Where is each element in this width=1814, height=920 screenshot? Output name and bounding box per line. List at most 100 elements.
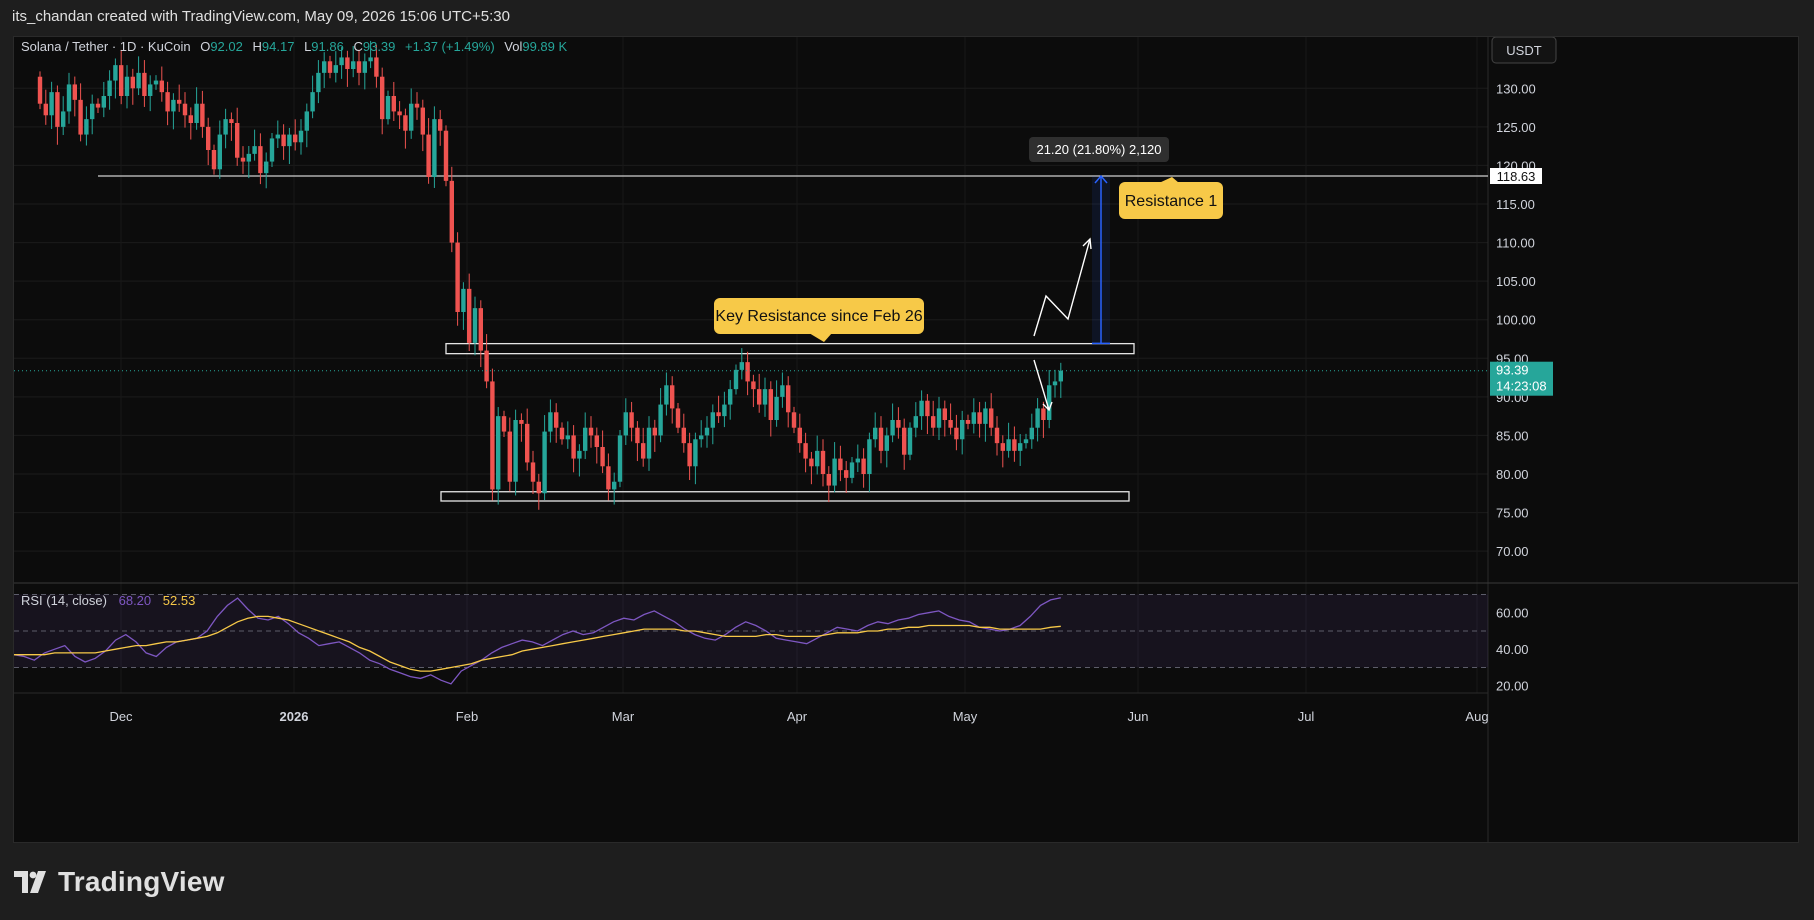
- current-price-tag-box: [1490, 361, 1553, 396]
- time-axis[interactable]: Dec 2026 Feb Mar Apr May Jun Jul Aug: [109, 709, 1488, 724]
- candle-body: [815, 450, 820, 467]
- candle-body: [240, 157, 246, 162]
- candle-body: [728, 389, 733, 405]
- current-price-tag[interactable]: 93.39 14:23:08: [1490, 361, 1553, 396]
- key-resistance-zone[interactable]: [445, 342, 1135, 355]
- bearish-arrow-head: [1042, 401, 1053, 412]
- resistance-1-callout[interactable]: Resistance 1: [1119, 177, 1223, 219]
- candle-body: [977, 412, 982, 424]
- candle-body: [246, 153, 251, 162]
- support-zone[interactable]: [440, 491, 1130, 502]
- candle-body: [281, 134, 286, 147]
- candle-body: [751, 381, 756, 390]
- candle-body: [681, 427, 686, 444]
- candle-body: [670, 385, 675, 409]
- price-tick-label: 125.00: [1496, 120, 1536, 135]
- candle-body: [159, 80, 164, 93]
- candle-body: [965, 420, 971, 424]
- candle-body: [298, 130, 304, 143]
- candle-body: [936, 408, 942, 428]
- candle-body: [762, 389, 768, 405]
- candle-body: [275, 134, 280, 139]
- candle-body: [182, 103, 188, 116]
- candle-body: [861, 458, 866, 474]
- tradingview-logo[interactable]: TradingView: [14, 866, 225, 898]
- time-tick-label: Aug: [1465, 709, 1488, 724]
- candle-body: [757, 389, 762, 405]
- price-axis[interactable]: 130.00125.00120.00115.00110.00105.00100.…: [1496, 81, 1536, 559]
- measure-arrow-head: [1094, 174, 1108, 184]
- price-range-measure[interactable]: 21.20 (21.80%) 2,120: [1029, 137, 1169, 345]
- candle-body: [820, 450, 826, 474]
- candle-body: [588, 427, 594, 436]
- chart-frame[interactable]: 130.00 125.00 120.00 115.00 110.00 105.00 100.…: [13, 36, 1799, 843]
- candle-body: [577, 450, 582, 459]
- candle-body: [525, 423, 530, 463]
- candle-body: [832, 458, 837, 486]
- candle-body: [722, 404, 727, 417]
- candle-body: [95, 103, 101, 108]
- candle-body: [478, 308, 483, 351]
- candle-body: [322, 61, 327, 73]
- resistance-level-tag[interactable]: 118.63: [1490, 167, 1542, 184]
- candle-body: [612, 481, 617, 490]
- time-tick-label: Mar: [612, 709, 635, 724]
- candle-body: [200, 103, 205, 127]
- key-resistance-callout-box: [714, 298, 924, 334]
- price-tick-label: 130.00: [1496, 81, 1536, 96]
- price-tick-label: 110.00: [1496, 236, 1535, 251]
- candle-body: [855, 458, 860, 463]
- candle-body: [78, 99, 83, 135]
- candle-body: [803, 443, 808, 459]
- candle-body: [809, 458, 814, 467]
- candle-body: [884, 435, 889, 451]
- candle-body: [600, 447, 605, 467]
- candle-body: [826, 474, 831, 486]
- candle-body: [838, 458, 843, 471]
- candle-body: [484, 350, 489, 382]
- grid-lines: [14, 37, 1488, 693]
- resistance-1-callout-pointer: [1159, 177, 1179, 183]
- bullish-projection-path[interactable]: [1033, 238, 1091, 337]
- candle-body: [211, 150, 217, 170]
- price-tick-label: 80.00: [1496, 467, 1529, 482]
- candle-body: [652, 427, 657, 436]
- candle-body: [565, 435, 570, 440]
- bearish-projection-path[interactable]: [1033, 359, 1050, 411]
- candle-body: [716, 412, 721, 417]
- chart-caption: its_chandan created with TradingView.com…: [12, 8, 510, 25]
- candle-body: [594, 435, 599, 447]
- candle-body: [362, 61, 367, 73]
- candle-body: [351, 61, 356, 69]
- measure-base: [1092, 342, 1110, 345]
- candle-body: [983, 408, 988, 424]
- candle-body: [942, 408, 947, 420]
- candle-body: [113, 65, 118, 81]
- candle-body: [733, 369, 739, 390]
- rsi-axis[interactable]: 60.00 40.00 20.00: [1496, 606, 1529, 694]
- candle-body: [1035, 408, 1040, 428]
- candle-body: [1029, 427, 1034, 440]
- candle-body: [925, 400, 930, 417]
- candle-body: [954, 427, 959, 440]
- candle-body: [455, 242, 460, 312]
- candlestick-series: [37, 40, 1063, 510]
- candle-body: [438, 119, 443, 131]
- price-tick-label: 70.00: [1496, 544, 1529, 559]
- candle-body: [84, 119, 89, 135]
- candle-body: [310, 92, 315, 112]
- rsi-legend[interactable]: RSI (14, close) 68.20 52.53: [21, 593, 195, 608]
- candle-body: [1018, 443, 1023, 451]
- price-chart[interactable]: 130.00125.00120.00115.00110.00105.00100.…: [13, 36, 1798, 842]
- candle-body: [432, 119, 437, 177]
- candle-body: [1012, 439, 1017, 451]
- candle-body: [148, 84, 153, 96]
- candle-body: [844, 470, 849, 478]
- ohlc-legend[interactable]: Solana / Tether · 1D · KuCoin O92.02 H94…: [21, 39, 568, 54]
- bullish-arrow-head: [1082, 237, 1092, 250]
- candle-body: [1047, 385, 1052, 420]
- key-resistance-callout[interactable]: Key Resistance since Feb 26: [714, 298, 924, 342]
- currency-button[interactable]: USDT: [1491, 36, 1557, 64]
- rsi-tick-label: 20.00: [1496, 679, 1529, 694]
- candle-body: [426, 134, 431, 177]
